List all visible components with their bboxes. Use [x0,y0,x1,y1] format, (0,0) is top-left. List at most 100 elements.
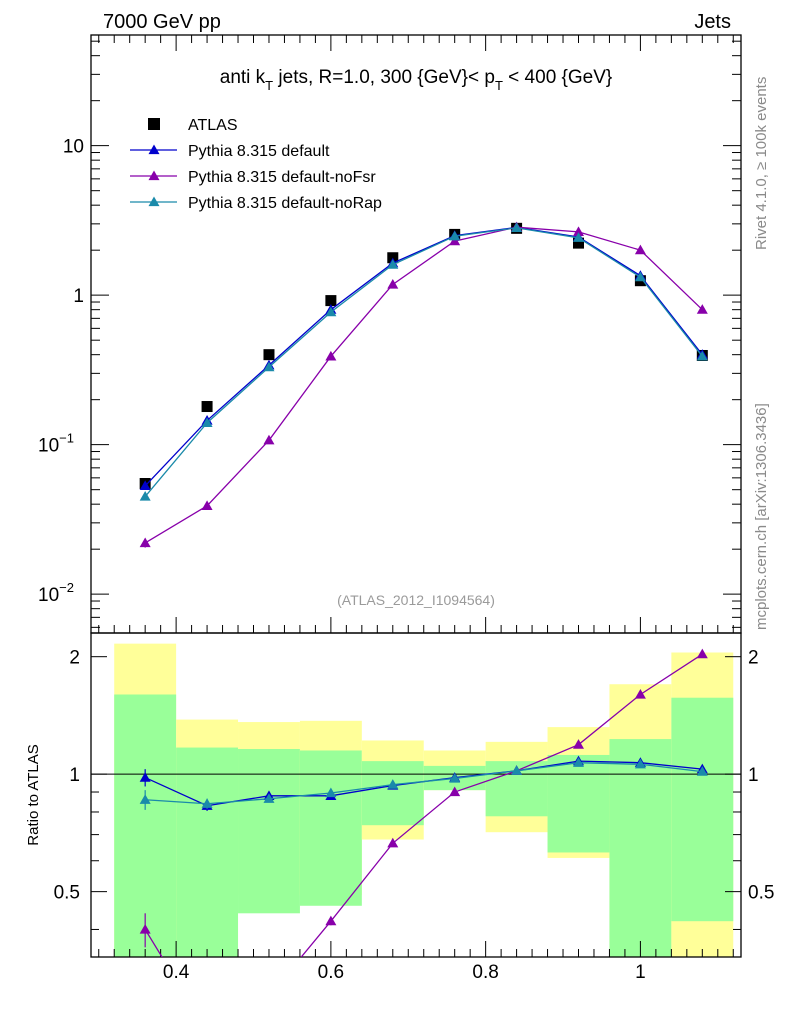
tick-exponent: −1 [59,431,74,446]
ratio-line [144,653,703,957]
analysis-label: (ATLAS_2012_I1094564) [337,592,495,608]
ratio-y-tick-label: 2 [69,648,80,669]
ratio-band-inner [361,761,424,826]
data-point [325,350,337,361]
legend-marker [148,170,160,181]
ratio-band-inner [114,694,177,957]
ratio-point [573,757,584,767]
x-tick-labels: 0.4 0.6 0.8 1 [163,962,646,983]
series-pythia-8-315-default-nofsr [139,221,708,548]
data-point [634,271,646,282]
ratio-point [139,923,151,934]
header-right: Jets [694,11,731,33]
legend-label: ATLAS [188,117,238,134]
rivet-version-label: Rivet 4.1.0, ≥ 100k events [753,77,770,250]
x-tick-label: 0.4 [163,962,190,983]
ratio-point [325,787,337,798]
ratio-band-inner [238,749,300,914]
ratio-point [139,794,151,804]
ratio-series-layer [139,648,708,1001]
ratio-point [634,758,646,769]
data-point [573,232,584,242]
source-label: mcplots.cern.ch [arXiv:1306.3436] [753,403,770,630]
legend-item: Pythia 8.315 default-noRap [130,195,382,212]
data-point [449,235,461,246]
series-line [144,226,703,544]
ratio-band-inner [609,739,672,957]
ratio-line [145,762,703,805]
data-point [201,401,213,413]
data-point [263,349,275,361]
ratio-point [696,648,708,659]
data-point [139,537,151,548]
main-y-tick-label: 10−1 [38,431,74,457]
data-point [263,361,275,372]
data-point [449,230,461,241]
ratio-y-tick-label-right: 2 [748,648,759,669]
data-point [325,306,337,317]
legend: ATLAS Pythia 8.315 default Pythia 8.315 de… [130,117,382,212]
main-y-tick-label: 1 [73,286,84,307]
data-point [201,417,213,427]
x-tick-label: 0.8 [472,962,498,983]
legend-label: Pythia 8.315 default [188,143,330,160]
tick-exponent: −2 [59,580,74,595]
main-y-tick-label: 10 [63,137,84,158]
ratio-axis-ticks [91,656,741,957]
data-point [201,500,213,510]
series-line [144,226,703,487]
legend-label: Pythia 8.315 default-noFsr [188,169,376,186]
main-axis-ticks [91,35,741,633]
ratio-point [387,837,399,848]
x-tick-label: 1 [635,962,646,983]
ratio-band-inner [547,754,610,853]
data-point [634,244,646,255]
ratio-y-tick-label-right: 1 [748,765,759,786]
title-part: < 400 {GeV} [503,67,612,88]
ratio-y-tick-label: 1 [69,765,80,786]
plot-title: anti kT jets, R=1.0, 300 {GeV}< pT < 400… [220,67,613,93]
data-point [139,491,151,501]
legend-item: Pythia 8.315 default-noFsr [130,169,376,186]
ratio-point [449,772,461,783]
title-part: jets, R=1.0, 300 {GeV}< p [273,67,495,88]
title-subscript: T [265,78,273,93]
ratio-point [634,689,646,699]
ratio-pythia-8-315-default-norap [139,757,708,810]
main-series-layer [139,221,708,548]
ratio-point [511,765,523,775]
main-y-tick-label: 10−2 [38,580,74,606]
ratio-point [449,786,461,797]
legend-marker [148,196,160,207]
ratio-point [263,793,275,803]
data-point [573,237,584,249]
ratio-panel-frame [90,632,742,958]
title-subscript: T [495,78,503,93]
data-point [325,295,337,307]
ratio-panel: 0.5 0.5 1 1 2 2 0.4 0.6 0.8 1 [54,632,774,983]
data-point [139,480,151,491]
ratio-point [573,739,584,749]
legend-marker [148,144,160,155]
ratio-point [325,915,337,926]
ratio-band-inner [671,697,734,922]
series-line [144,227,703,497]
title-part: anti k [220,67,266,88]
data-point [511,222,523,232]
data-point [573,226,584,237]
ratio-y-axis-label: Ratio to ATLAS [25,744,42,845]
data-point [387,259,399,269]
ratio-point [263,991,274,1001]
ratio-y-tick-label: 0.5 [54,883,80,904]
data-point [387,278,399,289]
tick-base: 10 [38,585,59,606]
ratio-point [696,766,708,776]
tick-base: 10 [38,436,59,457]
ratio-point [387,779,399,789]
ratio-band-inner [176,747,239,957]
ratio-y-tick-label-right: 0.5 [748,883,774,904]
legend-item: Pythia 8.315 default [130,143,330,160]
ratio-point [139,772,151,782]
